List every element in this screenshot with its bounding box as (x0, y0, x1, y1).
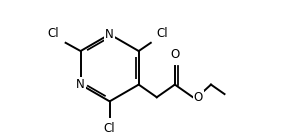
Text: N: N (105, 28, 114, 41)
Text: Cl: Cl (104, 121, 115, 135)
Text: O: O (194, 91, 203, 104)
Text: Cl: Cl (156, 26, 168, 39)
Text: N: N (76, 78, 85, 91)
Text: Cl: Cl (48, 26, 59, 39)
Text: O: O (170, 48, 179, 61)
